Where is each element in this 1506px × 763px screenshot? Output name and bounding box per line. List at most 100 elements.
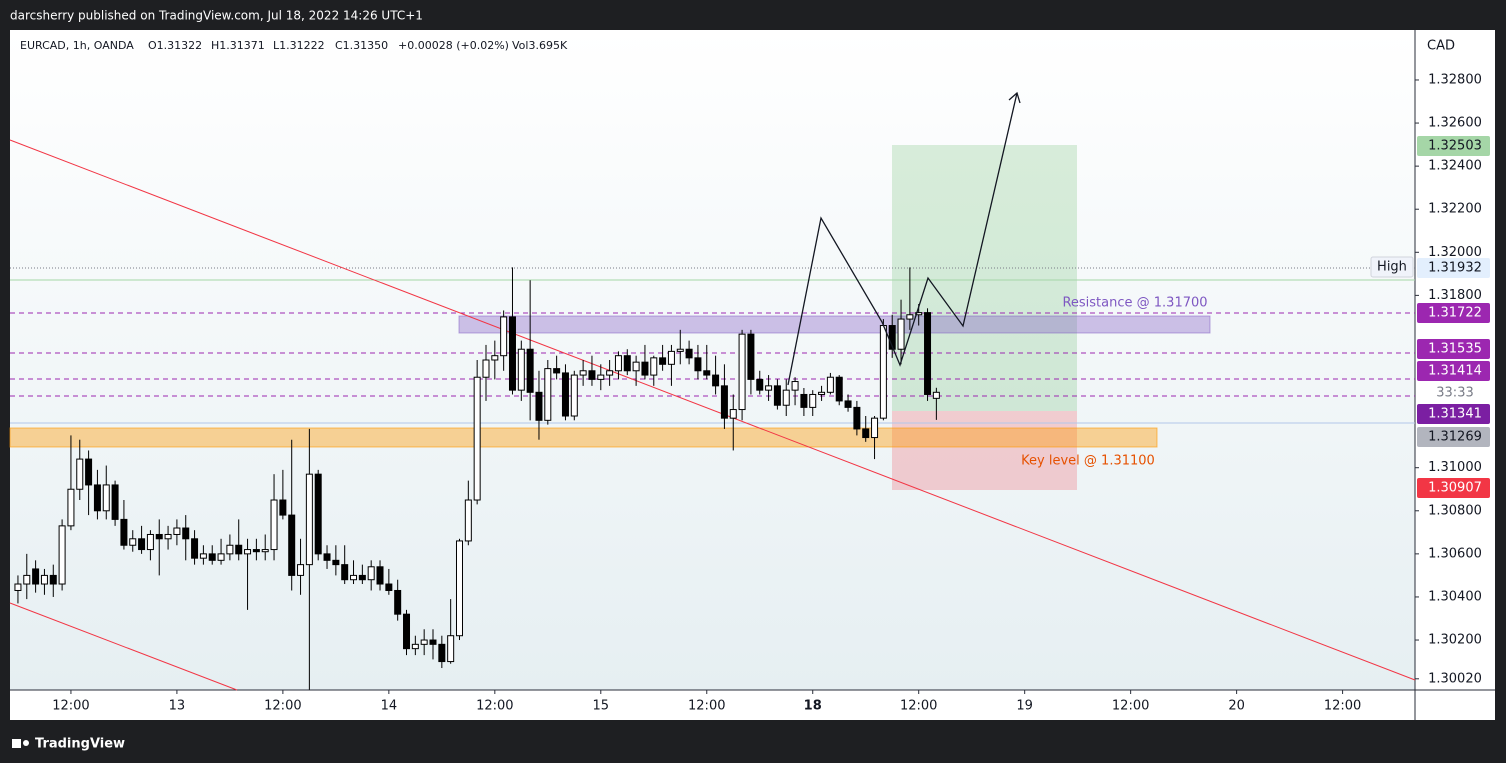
x-tick-label: 15 bbox=[593, 699, 610, 714]
brand-text: TradingView bbox=[35, 737, 125, 752]
y-tick-label: 1.32400 bbox=[1428, 159, 1482, 174]
annotation: Key level @ 1.31100 bbox=[1021, 454, 1155, 469]
candle-body bbox=[14, 583, 22, 591]
candles bbox=[14, 267, 940, 690]
candle-body bbox=[773, 385, 781, 406]
candle-body bbox=[579, 370, 587, 376]
candle-body bbox=[844, 400, 852, 408]
candle-body bbox=[853, 406, 861, 430]
x-tick-label: 12:00 bbox=[476, 699, 513, 714]
symbol: EURCAD, 1h, OANDA bbox=[20, 39, 134, 52]
candle-body bbox=[32, 568, 40, 585]
countdown-tag bbox=[1417, 383, 1490, 403]
candle-body bbox=[597, 374, 605, 380]
y-tick-label: 1.32800 bbox=[1428, 72, 1482, 87]
candle-body bbox=[791, 381, 799, 391]
candle-body bbox=[888, 325, 896, 350]
countdown-text: 33:33 bbox=[1436, 386, 1473, 401]
candle-body bbox=[473, 376, 481, 501]
resistance-zone bbox=[458, 315, 1211, 334]
candle-body bbox=[235, 544, 243, 555]
candle-body bbox=[199, 553, 207, 559]
candle-body bbox=[871, 417, 879, 439]
candle-body bbox=[632, 361, 640, 372]
price-tag-text: 1.31414 bbox=[1428, 364, 1482, 379]
price-tag-text: 1.31932 bbox=[1428, 261, 1482, 276]
candle-body bbox=[323, 553, 331, 561]
candle-body bbox=[49, 574, 57, 585]
candle-body bbox=[720, 385, 728, 419]
candle-body bbox=[279, 499, 287, 516]
target-zone bbox=[892, 145, 1077, 411]
close: C1.31350 bbox=[335, 39, 388, 52]
x-tick-label: 18 bbox=[804, 699, 822, 714]
candle-body bbox=[756, 378, 764, 391]
candle-body bbox=[712, 374, 720, 387]
logo bbox=[23, 740, 29, 746]
candle-body bbox=[155, 533, 163, 540]
candle-body bbox=[40, 574, 48, 585]
x-tick-label: 20 bbox=[1228, 699, 1245, 714]
candle-body bbox=[76, 458, 84, 490]
price-tag bbox=[1417, 478, 1490, 498]
candle-body bbox=[491, 355, 499, 361]
x-tick-label: 14 bbox=[381, 699, 398, 714]
stop-zone bbox=[892, 411, 1077, 490]
y-tick-label: 1.31000 bbox=[1428, 460, 1482, 475]
price-tag-text: 1.32503 bbox=[1428, 139, 1482, 154]
price-tag bbox=[1417, 339, 1490, 359]
candle-body bbox=[341, 564, 349, 581]
candle-body bbox=[765, 385, 773, 391]
candle-body bbox=[350, 574, 358, 581]
candle-body bbox=[818, 391, 826, 395]
candle-body bbox=[120, 518, 128, 546]
candle-body bbox=[826, 376, 834, 393]
candle-body bbox=[667, 350, 675, 365]
candle-body bbox=[270, 499, 278, 551]
price-axis: 1.32800 1.32600 1.32400 1.32200 1.32000 1.318… bbox=[1415, 72, 1482, 686]
candle-body bbox=[429, 639, 437, 645]
candle-body bbox=[561, 372, 569, 417]
high: H1.31371 bbox=[211, 39, 265, 52]
candle-body bbox=[641, 361, 649, 376]
candle-body bbox=[252, 549, 260, 553]
candle-body bbox=[915, 312, 923, 316]
candle-body bbox=[111, 484, 119, 520]
logo bbox=[12, 739, 21, 748]
y-tick-label: 1.30400 bbox=[1428, 589, 1482, 604]
candle-body bbox=[606, 370, 614, 376]
candle-body bbox=[932, 391, 940, 399]
candle-body bbox=[314, 473, 322, 555]
candle-body bbox=[244, 549, 252, 555]
candle-body bbox=[411, 643, 419, 650]
candle-body bbox=[23, 574, 31, 585]
candle-body bbox=[138, 538, 146, 551]
price-tag-text: 1.31269 bbox=[1428, 430, 1482, 445]
candle-body bbox=[508, 316, 516, 391]
candle-body bbox=[738, 333, 746, 411]
candle-body bbox=[588, 370, 596, 380]
candle-body bbox=[703, 370, 711, 376]
arrow-head bbox=[1008, 91, 1021, 104]
key-level-zone bbox=[9, 427, 1158, 448]
x-tick-label: 19 bbox=[1016, 699, 1033, 714]
candle-body bbox=[93, 484, 101, 512]
publish-info: darcsherry published on TradingView.com,… bbox=[10, 9, 423, 23]
volume: Vol3.695K bbox=[512, 39, 568, 52]
trend-line bbox=[9, 139, 1416, 681]
price-tag-text: 1.31341 bbox=[1428, 407, 1482, 422]
x-tick-label: 13 bbox=[169, 699, 186, 714]
candle-body bbox=[297, 564, 305, 576]
y-tick-label: 1.32000 bbox=[1428, 245, 1482, 260]
candle-body bbox=[58, 525, 66, 585]
x-tick-label: 12:00 bbox=[1112, 699, 1149, 714]
candle-body bbox=[800, 393, 808, 408]
candle-body bbox=[676, 348, 684, 352]
candle-body bbox=[447, 635, 455, 663]
x-tick-label: 12:00 bbox=[900, 699, 937, 714]
candle-body bbox=[835, 376, 843, 402]
candle-body bbox=[85, 458, 93, 486]
low: L1.31222 bbox=[273, 39, 325, 52]
candle-body bbox=[182, 527, 190, 540]
